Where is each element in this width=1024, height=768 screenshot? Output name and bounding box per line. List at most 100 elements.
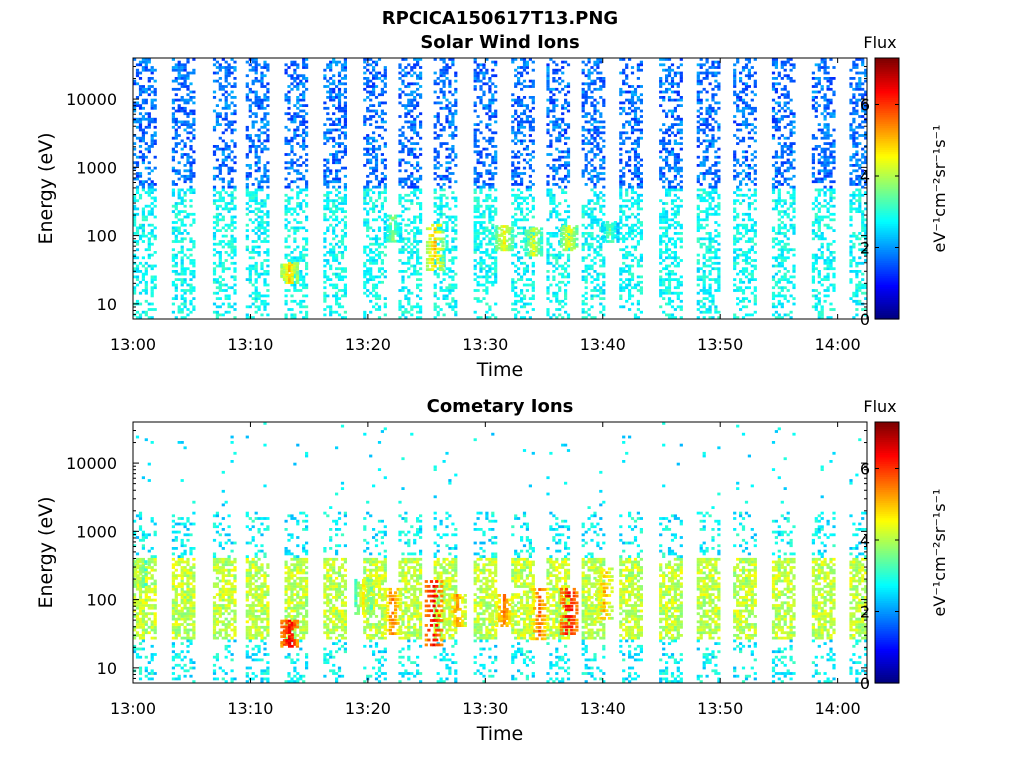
- spectrogram-cell: [451, 196, 455, 200]
- spectrogram-cell: [337, 207, 342, 211]
- spectrogram-cell: [552, 253, 556, 257]
- spectrogram-cell: [667, 191, 672, 194]
- spectrogram-cell: [445, 223, 449, 227]
- spectrogram-cell: [407, 237, 411, 241]
- spectrogram-cell: [337, 161, 342, 165]
- spectrogram-cell: [488, 215, 492, 219]
- spectrogram-cell: [174, 226, 178, 230]
- spectrogram-cell: [218, 261, 222, 265]
- spectrogram-cell: [369, 117, 373, 121]
- spectrogram-cell: [171, 191, 175, 194]
- spectrogram-cell: [138, 63, 143, 67]
- spectrogram-cell: [558, 155, 562, 159]
- spectrogram-cell: [299, 289, 303, 292]
- spectrogram-cell: [479, 232, 483, 235]
- spectrogram-cell: [221, 218, 225, 222]
- spectrogram-cell: [192, 242, 196, 246]
- spectrogram-cell: [383, 270, 387, 273]
- spectrogram-cell: [445, 115, 449, 118]
- spectrogram-cell: [374, 85, 379, 88]
- spectrogram-cell: [511, 104, 515, 107]
- spectrogram-cell: [404, 294, 408, 298]
- spectrogram-cell: [596, 142, 600, 145]
- spectrogram-cell: [227, 66, 231, 69]
- spectrogram-cell: [454, 229, 458, 232]
- spectrogram-cell: [369, 272, 373, 276]
- spectrogram-cell: [665, 226, 669, 230]
- spectrogram-cell: [263, 221, 267, 224]
- spectrogram-cell: [479, 226, 483, 230]
- spectrogram-cell: [147, 191, 151, 194]
- spectrogram-cell: [665, 191, 669, 194]
- spectrogram-cell: [667, 270, 672, 273]
- spectrogram-cell: [374, 139, 379, 143]
- spectrogram-cell: [473, 272, 477, 276]
- spectrogram-cell: [433, 136, 437, 140]
- spectrogram-cell: [189, 199, 193, 203]
- spectrogram-cell: [549, 261, 553, 265]
- spectrogram-cell: [494, 60, 498, 64]
- spectrogram-cell: [416, 155, 420, 159]
- spectrogram-cell: [287, 234, 291, 238]
- spectrogram-cell: [302, 259, 306, 262]
- spectrogram-cell: [590, 221, 594, 224]
- spectrogram-cell: [366, 191, 370, 194]
- spectrogram-cell: [525, 63, 529, 67]
- spectrogram-cell: [141, 139, 145, 143]
- spectrogram-cell: [581, 256, 585, 260]
- spectrogram-cell: [257, 96, 261, 99]
- spectrogram-cell: [218, 256, 222, 260]
- spectrogram-cell: [454, 98, 458, 102]
- spectrogram-cell: [476, 128, 480, 132]
- spectrogram-cell: [696, 164, 700, 167]
- spectrogram-cell: [287, 229, 291, 232]
- spectrogram-cell: [266, 128, 270, 132]
- spectrogram-cell: [323, 218, 327, 222]
- spectrogram-cell: [520, 120, 524, 124]
- spectrogram-cell: [454, 90, 458, 94]
- spectrogram-cell: [558, 289, 562, 292]
- spectrogram-cell: [138, 280, 143, 284]
- spectrogram-cell: [177, 210, 181, 213]
- spectrogram-cell: [448, 125, 452, 129]
- spectrogram-cell: [558, 68, 562, 72]
- spectrogram-cell: [257, 136, 261, 140]
- spectrogram-cell: [482, 212, 486, 216]
- spectrogram-cell: [363, 310, 367, 314]
- spectrogram-cell: [494, 275, 498, 279]
- spectrogram-cell: [473, 242, 477, 246]
- spectrogram-cell: [407, 120, 411, 124]
- spectrogram-cell: [147, 204, 151, 208]
- spectrogram-cell: [248, 174, 252, 178]
- spectrogram-cell: [599, 210, 603, 213]
- spectrogram-cell: [665, 79, 669, 83]
- spectrogram-cell: [343, 185, 347, 189]
- spectrogram-cell: [296, 259, 300, 262]
- spectrogram-cell: [517, 272, 521, 276]
- spectrogram-cell: [177, 98, 181, 102]
- spectrogram-cell: [335, 259, 339, 262]
- spectrogram-cell: [293, 272, 297, 276]
- spectrogram-cell: [625, 199, 629, 203]
- spectrogram-cell: [593, 215, 597, 219]
- spectrogram-cell: [558, 218, 562, 222]
- spectrogram-cell: [372, 93, 376, 97]
- spectrogram-cell: [636, 85, 640, 88]
- spectrogram-cell: [407, 297, 411, 300]
- spectrogram-cell: [564, 123, 568, 126]
- spectrogram-cell: [343, 60, 347, 64]
- spectrogram-cell: [305, 131, 309, 135]
- spectrogram-cell: [380, 261, 384, 265]
- spectrogram-cell: [416, 256, 420, 260]
- spectrogram-cell: [266, 174, 270, 178]
- spectrogram-cell: [174, 204, 178, 208]
- spectrogram-cell: [377, 267, 382, 271]
- spectrogram-cell: [448, 259, 452, 262]
- spectrogram-cell: [174, 136, 178, 140]
- spectrogram-cell: [133, 204, 137, 208]
- spectrogram-cell: [183, 153, 187, 156]
- spectrogram-cell: [482, 136, 486, 140]
- spectrogram-cell: [525, 289, 529, 292]
- spectrogram-cell: [332, 237, 336, 241]
- spectrogram-cell: [305, 188, 309, 192]
